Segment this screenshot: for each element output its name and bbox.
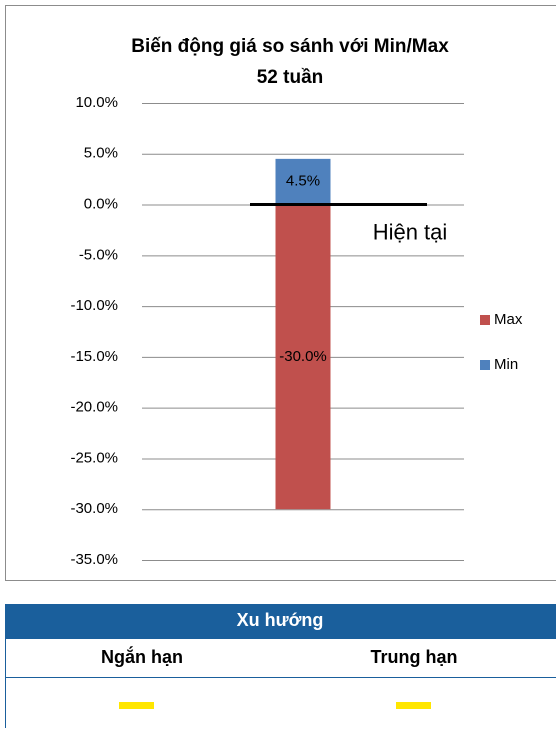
column-header: Trung hạn (371, 647, 458, 667)
chart-title: Biến động giá so sánh với Min/Max (131, 36, 449, 57)
y-tick-label: -35.0% (70, 551, 118, 568)
table-body (6, 639, 556, 729)
data-label: 4.5% (286, 173, 320, 190)
chart-subtitle: 52 tuần (257, 67, 324, 88)
y-tick-label: -30.0% (70, 500, 118, 517)
legend-label: Max (494, 311, 523, 328)
trend-icon (396, 702, 431, 709)
trend-icon (119, 702, 154, 709)
column-header: Ngắn hạn (101, 646, 183, 667)
y-tick-label: -20.0% (70, 399, 118, 416)
y-tick-label: 0.0% (84, 196, 118, 213)
y-tick-label: 5.0% (84, 145, 118, 162)
y-tick-label: -25.0% (70, 449, 118, 466)
table-header: Xu hướng (237, 610, 324, 630)
legend-swatch (480, 315, 490, 325)
y-tick-label: -5.0% (79, 246, 118, 263)
trend-table: Xu hướng Ngắn hạn Trung hạn (5, 604, 556, 728)
y-tick-label: -15.0% (70, 348, 118, 365)
legend-swatch (480, 360, 490, 370)
y-tick-label: -10.0% (70, 297, 118, 314)
annotation: Hiện tại (373, 219, 448, 244)
legend-label: Min (494, 356, 518, 373)
data-label: -30.0% (279, 348, 327, 365)
y-tick-label: 10.0% (75, 94, 118, 111)
